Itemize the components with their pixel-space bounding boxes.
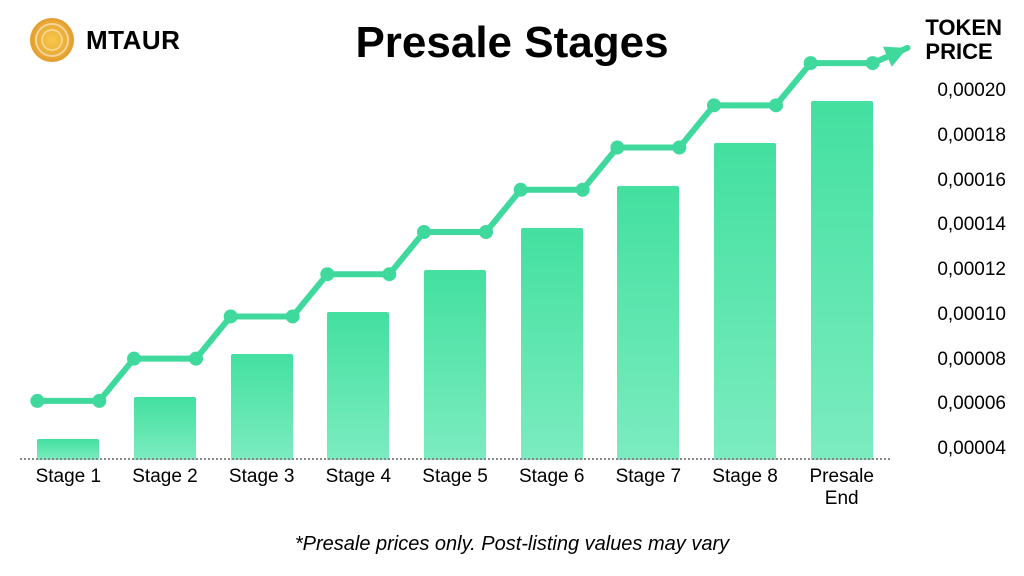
y-axis-label: 0,00010 — [937, 304, 1006, 326]
y-axis-labels: 0,00020 0,00018 0,00016 0,00014 0,00012 0,000… — [937, 80, 1006, 460]
x-axis-label: Stage 4 — [310, 466, 407, 510]
line-marker — [479, 225, 493, 239]
footnote: *Presale prices only. Post-listing value… — [295, 533, 729, 556]
line-marker — [286, 309, 300, 323]
y-axis-label: 0,00016 — [937, 170, 1006, 192]
line-marker — [804, 56, 818, 70]
x-axis-labels: Stage 1Stage 2Stage 3Stage 4Stage 5Stage… — [20, 466, 890, 510]
x-axis-label: Stage 2 — [117, 466, 214, 510]
x-axis-label: Stage 5 — [407, 466, 504, 510]
line-marker — [320, 267, 334, 281]
line-marker — [576, 183, 590, 197]
y-axis-label: 0,00008 — [937, 349, 1006, 371]
header: MTAUR — [30, 18, 180, 62]
x-axis-label: Stage 7 — [600, 466, 697, 510]
x-axis-label: PresaleEnd — [793, 466, 890, 510]
x-axis-label: Stage 3 — [213, 466, 310, 510]
mtaur-logo-icon — [30, 18, 74, 62]
line-marker — [224, 309, 238, 323]
line-marker — [769, 98, 783, 112]
line-marker — [866, 56, 880, 70]
chart-title: Presale Stages — [355, 18, 668, 68]
x-axis-label: Stage 1 — [20, 466, 117, 510]
line-marker — [707, 98, 721, 112]
line-marker — [514, 183, 528, 197]
chart-area — [20, 80, 890, 460]
x-axis-label: Stage 6 — [503, 466, 600, 510]
brand-name: MTAUR — [86, 25, 180, 56]
y-axis-title-line2: PRICE — [925, 40, 1002, 64]
line-marker — [189, 352, 203, 366]
y-axis-title-line1: TOKEN — [925, 16, 1002, 40]
line-marker — [417, 225, 431, 239]
y-axis-title: TOKEN PRICE — [925, 16, 1002, 64]
baseline — [20, 458, 890, 460]
y-axis-label: 0,00020 — [937, 80, 1006, 102]
trend-line — [20, 80, 890, 460]
x-axis-label: Stage 8 — [697, 466, 794, 510]
line-marker — [30, 394, 44, 408]
line-marker — [92, 394, 106, 408]
y-axis-label: 0,00012 — [937, 259, 1006, 281]
y-axis-label: 0,00018 — [937, 125, 1006, 147]
line-marker — [610, 141, 624, 155]
y-axis-label: 0,00006 — [937, 393, 1006, 415]
line-marker — [382, 267, 396, 281]
line-marker — [672, 141, 686, 155]
y-axis-label: 0,00004 — [937, 438, 1006, 460]
y-axis-label: 0,00014 — [937, 214, 1006, 236]
line-marker — [127, 352, 141, 366]
